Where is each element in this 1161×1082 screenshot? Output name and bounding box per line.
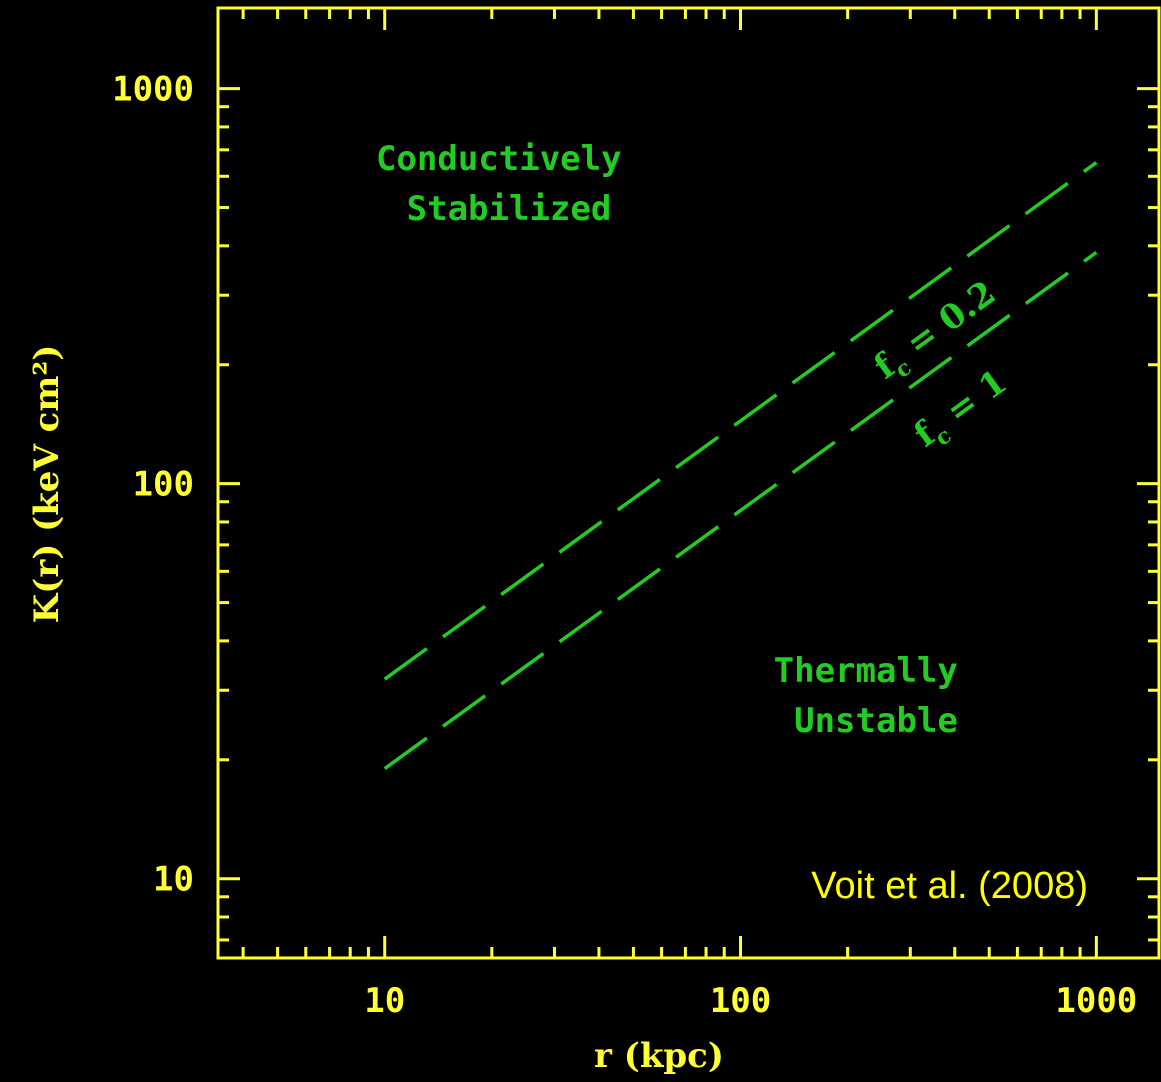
x-axis-title: r (kpc) [594,1036,724,1076]
y-tick-label: 100 [133,465,194,505]
x-tick-label: 1000 [1055,981,1137,1021]
y-axis-title: K(r) (keV cm²) [27,345,67,624]
plot-frame [216,6,1161,960]
region-label-stabilized-line1: Conductively [376,139,622,179]
region-label-unstable: Thermally Unstable [774,651,979,741]
region-label-unstable-line1: Thermally [774,651,958,691]
y-tick-label: 10 [153,860,194,900]
x-tick-label: 100 [710,981,771,1021]
series-line-1 [383,250,1098,771]
series-label-0-rest: = 0.2 [889,273,1003,371]
series-line-0 [383,161,1098,681]
region-label-stabilized-line2: Stabilized [407,189,612,229]
citation: Voit et al. (2008) [811,865,1088,907]
tick-labels: 10 100 1000 10 100 1000 [112,70,1137,1021]
y-tick-label: 1000 [112,70,194,110]
axis-ticks [218,8,1159,958]
region-label-unstable-line2: Unstable [794,701,958,741]
region-label-stabilized: Conductively Stabilized [376,139,642,229]
x-tick-label: 10 [364,981,405,1021]
series-layer [383,161,1098,771]
